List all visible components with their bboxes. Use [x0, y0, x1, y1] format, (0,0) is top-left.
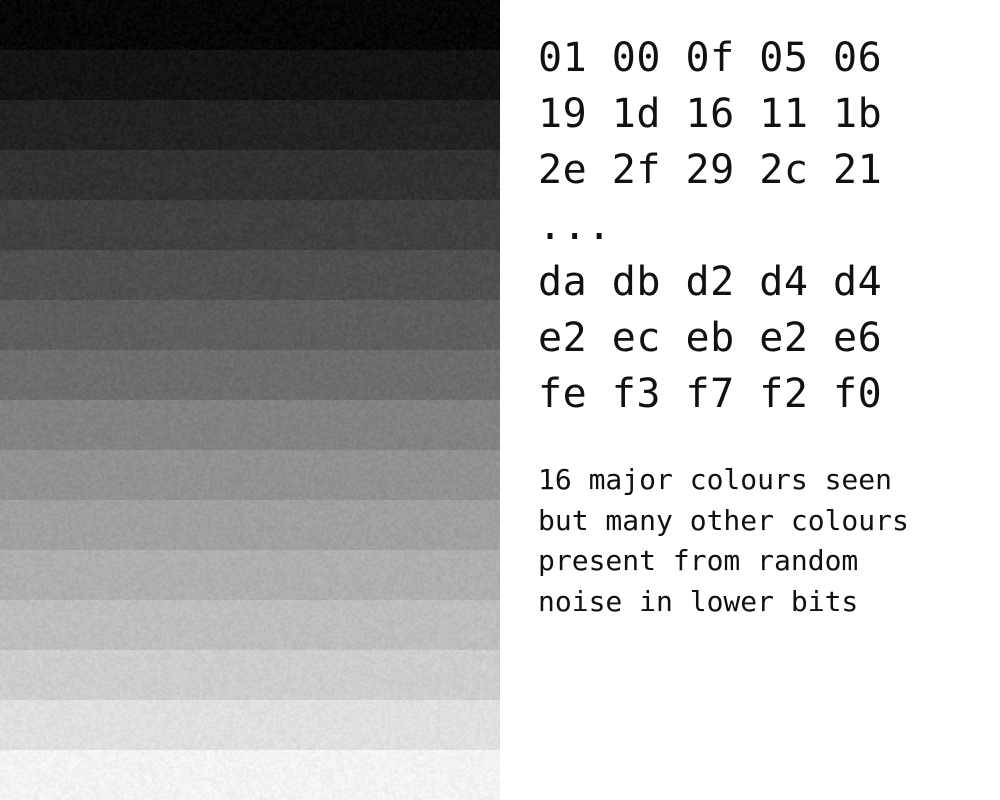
hex-row: e2 ec eb e2 e6	[538, 310, 993, 366]
band-noise	[0, 700, 500, 750]
gradient-band	[0, 250, 500, 300]
grayscale-gradient-bands	[0, 0, 500, 800]
gradient-band	[0, 650, 500, 700]
gradient-band	[0, 400, 500, 450]
gradient-band	[0, 200, 500, 250]
band-noise	[0, 450, 500, 500]
band-noise	[0, 650, 500, 700]
caption-line: noise in lower bits	[538, 582, 993, 623]
band-noise	[0, 300, 500, 350]
band-noise	[0, 200, 500, 250]
gradient-band	[0, 0, 500, 50]
band-noise	[0, 0, 500, 50]
band-noise	[0, 500, 500, 550]
gradient-band	[0, 150, 500, 200]
hex-row: 19 1d 16 11 1b	[538, 86, 993, 142]
band-noise	[0, 750, 500, 800]
caption: 16 major colours seen but many other colo…	[538, 460, 993, 622]
gradient-band	[0, 100, 500, 150]
gradient-band	[0, 750, 500, 800]
band-noise	[0, 150, 500, 200]
gradient-band	[0, 700, 500, 750]
hex-row: ...	[538, 198, 993, 254]
gradient-band	[0, 300, 500, 350]
gradient-band	[0, 500, 500, 550]
band-noise	[0, 550, 500, 600]
hex-dump: 01 00 0f 05 06 19 1d 16 11 1b 2e 2f 29 2c …	[538, 30, 993, 422]
gradient-band	[0, 50, 500, 100]
gradient-band	[0, 450, 500, 500]
hex-row: fe f3 f7 f2 f0	[538, 366, 993, 422]
band-noise	[0, 600, 500, 650]
text-panel: 01 00 0f 05 06 19 1d 16 11 1b 2e 2f 29 2c …	[538, 30, 993, 622]
caption-line: but many other colours	[538, 501, 993, 542]
hex-row: 2e 2f 29 2c 21	[538, 142, 993, 198]
caption-line: present from random	[538, 541, 993, 582]
gradient-band	[0, 350, 500, 400]
hex-row: da db d2 d4 d4	[538, 254, 993, 310]
gradient-band	[0, 550, 500, 600]
caption-line: 16 major colours seen	[538, 460, 993, 501]
band-noise	[0, 400, 500, 450]
band-noise	[0, 350, 500, 400]
band-noise	[0, 50, 500, 100]
band-noise	[0, 100, 500, 150]
gradient-band	[0, 600, 500, 650]
hex-row: 01 00 0f 05 06	[538, 30, 993, 86]
band-noise	[0, 250, 500, 300]
